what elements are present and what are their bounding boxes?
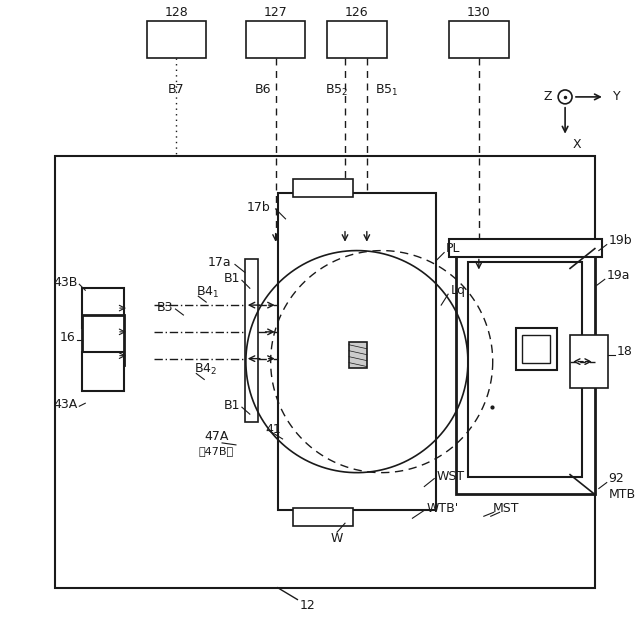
Bar	[245, 258, 258, 422]
Bar	[147, 20, 206, 58]
Bar	[294, 508, 353, 526]
Bar	[54, 156, 595, 587]
Bar	[349, 342, 367, 368]
Text: 19b: 19b	[609, 234, 632, 247]
Text: Y: Y	[612, 91, 620, 103]
Text: 41: 41	[266, 422, 282, 436]
Text: 17a: 17a	[207, 256, 231, 269]
Text: （47B）: （47B）	[198, 446, 234, 456]
Text: MST: MST	[492, 502, 519, 515]
Text: 130: 130	[467, 6, 491, 19]
Text: B3: B3	[157, 301, 173, 313]
Text: WST: WST	[436, 470, 465, 483]
Bar	[83, 352, 124, 391]
Text: 43B: 43B	[53, 276, 77, 289]
Text: Lq: Lq	[451, 284, 466, 297]
Bar	[278, 193, 436, 510]
Bar	[294, 179, 353, 197]
Text: B5$_1$: B5$_1$	[375, 82, 398, 97]
Bar	[449, 239, 602, 256]
Text: B1: B1	[223, 272, 240, 285]
Text: B5$_2$: B5$_2$	[326, 82, 349, 97]
Bar	[83, 288, 124, 328]
Text: W: W	[331, 532, 343, 544]
Text: Z: Z	[544, 91, 552, 103]
Text: 18: 18	[617, 345, 632, 358]
Text: 47A: 47A	[204, 430, 228, 444]
Text: B7: B7	[168, 84, 185, 96]
Text: 16: 16	[60, 331, 76, 344]
Text: 17b: 17b	[247, 201, 271, 215]
Text: 126: 126	[345, 6, 369, 19]
Text: B4$_2$: B4$_2$	[195, 362, 218, 377]
Bar	[456, 249, 595, 494]
Bar	[449, 20, 509, 58]
Text: PL: PL	[446, 242, 461, 255]
Text: 43A: 43A	[53, 398, 77, 411]
Text: MTB: MTB	[609, 488, 636, 501]
Text: 19a: 19a	[607, 269, 630, 282]
Text: B4$_1$: B4$_1$	[196, 285, 220, 300]
Text: 92: 92	[609, 472, 625, 485]
Text: 12: 12	[300, 599, 316, 612]
Bar	[327, 20, 387, 58]
Bar	[516, 328, 557, 370]
Bar	[468, 263, 582, 477]
Text: X: X	[573, 138, 582, 151]
Text: 128: 128	[164, 6, 188, 19]
Bar	[522, 335, 550, 363]
Bar	[83, 315, 124, 365]
Text: B1: B1	[223, 399, 240, 411]
Text: 127: 127	[264, 6, 287, 19]
Text: WTB': WTB'	[426, 502, 458, 515]
Text: B6: B6	[255, 84, 271, 96]
Bar	[570, 335, 608, 389]
Bar	[246, 20, 305, 58]
